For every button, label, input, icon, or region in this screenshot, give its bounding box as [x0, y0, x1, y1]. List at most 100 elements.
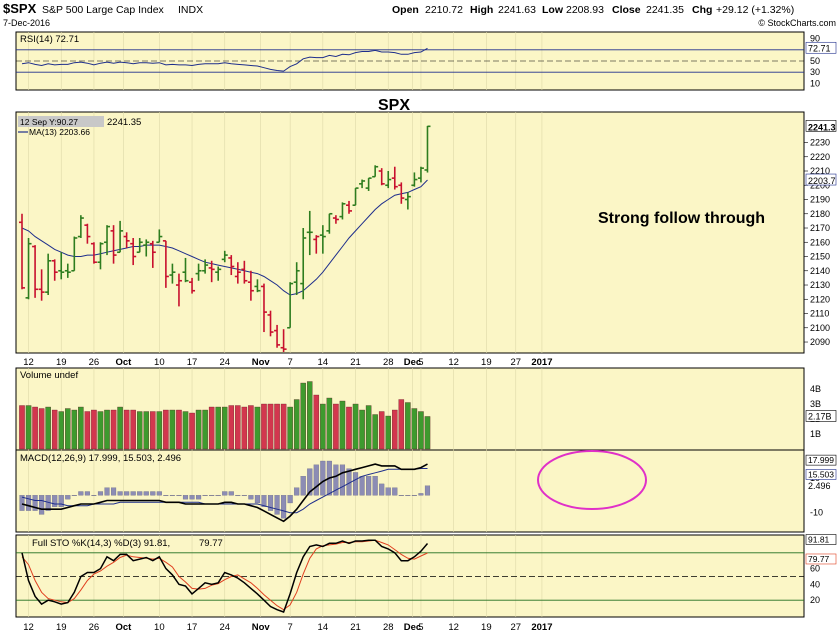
volume-bar [248, 405, 254, 450]
price-axis: 2230222022102200219021802170216021502140… [804, 120, 837, 347]
macd-histogram-bar [196, 495, 202, 500]
x-axis-label: 24 [219, 357, 230, 368]
volume-bar [346, 406, 352, 450]
volume-bar [320, 403, 326, 450]
x-axis-label: 19 [481, 357, 492, 368]
macd-histogram-bar [313, 464, 319, 496]
macd-histogram-bar [150, 491, 156, 496]
macd-histogram-bar [25, 495, 32, 511]
ohlc-bar [417, 166, 424, 183]
volume-tick-label: 3B [810, 399, 821, 409]
close-label: Close [612, 4, 641, 16]
volume-bar [71, 409, 78, 450]
volume-bar [339, 400, 346, 450]
ohlc-bar [143, 239, 150, 257]
ohlc-bar [64, 263, 71, 278]
volume-bar [150, 411, 156, 450]
macd-histogram-bar [333, 464, 339, 496]
x-axis-label: 19 [481, 622, 492, 633]
volume-tick-label: 1B [810, 429, 821, 439]
ohlc-bar [208, 260, 215, 283]
macd-histogram-bar [143, 491, 149, 496]
macd-panel [15, 449, 805, 533]
volume-bar [208, 406, 215, 450]
volume-bar [195, 409, 202, 450]
high-label: High [470, 4, 493, 16]
ohlc-bar [319, 225, 326, 254]
macd-histogram-bar [84, 491, 90, 496]
signal-current-label: 15.503 [808, 469, 834, 479]
volume-bar [215, 406, 221, 450]
volume-bar [202, 409, 208, 450]
volume-bar [136, 411, 143, 450]
macd-histogram-bar [137, 491, 143, 496]
sto-k-current-label: 91.81 [808, 534, 830, 544]
sto-label: Full STO %K(14,3) %D(3) 91.81, [32, 538, 170, 549]
ohlc-bar [352, 187, 359, 207]
rsi-series [21, 47, 428, 72]
ohlc-bar [189, 277, 196, 294]
macd-histogram-bar [379, 483, 385, 496]
macd-histogram-bar [235, 495, 241, 496]
symbol: $SPX [3, 1, 37, 16]
macd-histogram-bar [339, 464, 346, 496]
macd-histogram-bar [52, 495, 58, 507]
volume-bar [307, 381, 313, 450]
ohlc-bar [365, 177, 372, 191]
ohlc-bar [228, 255, 235, 276]
macd-histogram-bar [163, 495, 169, 496]
volume-bar [293, 399, 300, 450]
price-tick-label: 2140 [810, 266, 830, 276]
macd-histogram-bar [91, 495, 97, 496]
sto-tick-label: 20 [810, 595, 820, 605]
ohlc-bar [221, 250, 228, 263]
x-axis-label: 21 [350, 357, 361, 368]
volume-label: Volume undef [20, 370, 78, 381]
ohlc-bar [169, 263, 176, 284]
chart-header: $SPX S&P 500 Large Cap Index INDX 7-Dec-… [3, 1, 836, 28]
price-tick-label: 2210 [810, 166, 830, 176]
low-label: Low [542, 4, 564, 16]
price-panel [15, 111, 805, 354]
x-axis-label: Nov [252, 357, 271, 368]
x-axis-label: 7 [287, 622, 292, 633]
x-axis-label: 26 [89, 357, 100, 368]
macd-signal-line [21, 468, 428, 514]
price-tick-label: 2100 [810, 323, 830, 333]
ohlc-bar [274, 324, 281, 348]
volume-bar [97, 411, 104, 450]
x-axis-label: 14 [318, 357, 329, 368]
macd-histogram-bar [300, 476, 306, 496]
rsi-current-label: 72.71 [808, 43, 831, 53]
rsi-tick-label: 90 [810, 34, 820, 44]
x-axis-label: Dec [404, 357, 421, 368]
ohlc-bar [372, 165, 379, 178]
price-tick-label: 2220 [810, 152, 830, 162]
ohlc-bar [117, 220, 124, 254]
x-axis-label: Oct [115, 357, 132, 368]
ohlc-bar [404, 192, 411, 210]
ohlc-bar [339, 202, 346, 220]
ohlc-bar [84, 223, 91, 244]
volume-bar [313, 394, 320, 450]
highlight-ellipse [537, 450, 647, 510]
signal-current-box [805, 469, 837, 480]
volume-bar [51, 409, 58, 450]
ohlc-bar [110, 225, 117, 264]
volume-bar [267, 403, 274, 450]
ohlc-bar [45, 253, 52, 295]
volume-bar [19, 405, 25, 450]
ohlc-bar [71, 236, 78, 272]
volume-bar [176, 409, 182, 450]
volume-bar [300, 382, 306, 450]
x-axis-label: 12 [23, 357, 34, 368]
hist-current-label: 2.496 [808, 481, 831, 491]
volume-bar [359, 409, 365, 450]
ohlc-bar [215, 266, 222, 281]
x-axis-label: Dec [404, 622, 421, 633]
x-axis-label: 7 [287, 357, 292, 368]
ohlc-bar [300, 228, 307, 300]
macd-histogram-bar [71, 495, 77, 496]
price-tick-label: 2150 [810, 252, 830, 262]
